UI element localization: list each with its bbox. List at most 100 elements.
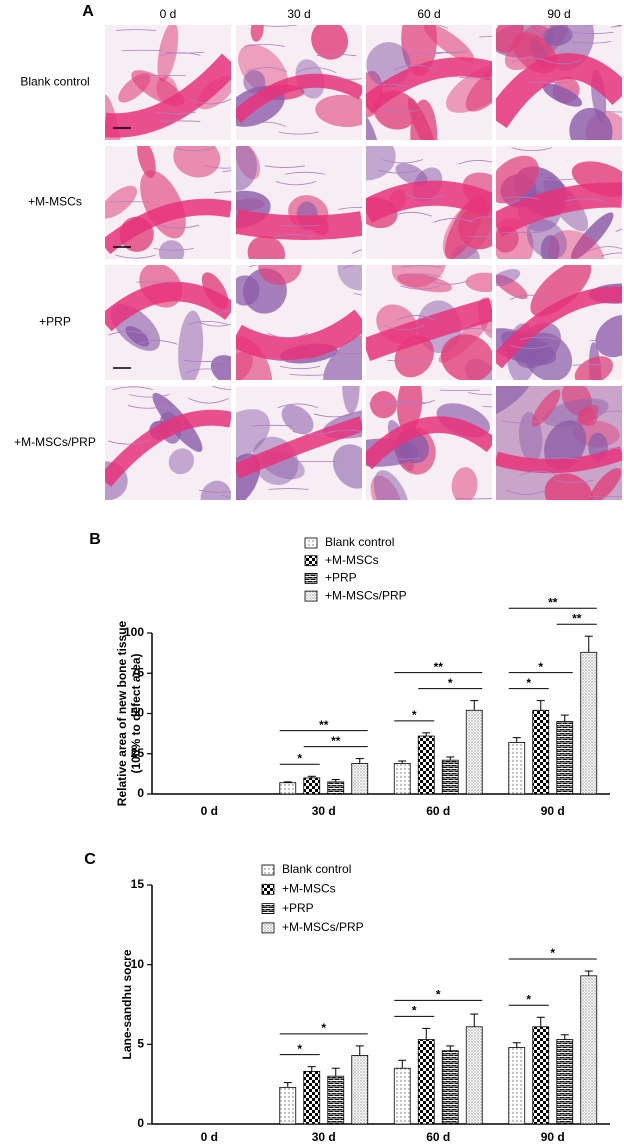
fiber [278,131,319,135]
fiber [468,216,492,222]
significance-label: * [297,1042,302,1056]
fiber [268,488,309,490]
tissue-blob [140,170,186,239]
fiber [506,489,547,495]
histology-image [496,146,622,259]
fiber [395,315,437,321]
tissue-blob [366,111,380,140]
tissue-blob [247,235,286,259]
fiber [612,327,622,329]
tissue-blob [465,65,492,112]
tissue-blob [542,83,583,107]
tissue-blob [370,475,402,500]
bar [303,1071,321,1125]
fiber [267,332,308,339]
significance-label: * [321,1021,326,1035]
image-content [366,265,492,380]
histology-image [496,386,622,500]
tissue-blob [401,25,438,76]
significance-label: ** [434,660,444,674]
significance-label: ** [331,734,341,748]
tissue-blob [236,146,258,191]
fiber [554,479,595,484]
x-tick-label: 60 d [426,1130,450,1144]
tissue-blob [250,25,264,42]
panel-label: C [84,851,96,868]
significance-label: * [526,992,531,1006]
fiber [590,339,622,342]
bar [465,1026,483,1125]
fiber [279,225,320,227]
fiber [129,394,170,398]
fiber [459,77,492,79]
image-content [105,146,231,259]
fiber [246,67,288,72]
bar [465,709,483,795]
histology-image [236,146,362,259]
image-content [496,146,622,259]
y-axis-label: Lane-sandhu socre [120,949,134,1059]
legend-swatch [304,590,318,602]
fiber [518,470,560,477]
fiber [391,211,432,217]
column-label: 90 d [547,7,570,21]
fiber [160,52,201,56]
fiber [127,405,168,409]
bone-band [366,416,492,470]
tissue-blob [451,467,478,500]
bar [508,742,526,795]
fiber [394,399,435,405]
tissue-blob [397,386,423,434]
histology-image [366,25,492,140]
y-axis-label: (100% to defect area) [129,653,143,773]
image-content [236,25,362,140]
image-content [366,146,492,259]
image-content [236,146,362,259]
fiber [338,206,362,210]
fiber [158,224,200,229]
row-label: +M-MSCs [28,195,82,209]
histology-image [366,386,492,500]
image-content [366,386,492,500]
fiber [602,110,622,113]
bar [327,1075,345,1125]
bone-band [496,182,622,237]
fiber [313,413,354,418]
fiber [352,249,362,254]
fiber [509,294,551,300]
fiber [600,252,622,257]
fiber [393,64,435,71]
legend-swatch [304,573,318,584]
fiber [382,159,424,164]
y-tick-label: 0 [137,786,144,800]
fiber [479,35,492,38]
histology-image [496,25,622,140]
fiber [381,108,423,113]
bar [532,1026,550,1125]
column-label: 0 d [160,7,177,21]
bone-band [496,53,622,129]
tissue-blob [523,332,573,380]
fiber [275,181,316,186]
fiber [268,357,309,361]
fiber [289,374,330,376]
fiber [190,99,231,105]
bar [351,763,369,795]
bar [417,1039,435,1125]
tissue-blob [158,240,185,259]
fiber [332,351,362,355]
fiber [519,336,560,340]
bar [351,1055,369,1125]
legend-swatch [261,864,275,876]
histology-image [105,386,231,500]
tissue-blob [561,386,592,416]
significance-label: ** [572,611,582,625]
legend-label: Blank control [282,862,351,876]
significance-label: * [412,1004,417,1018]
tissue-blob [397,273,453,293]
fiber [539,457,580,460]
y-tick-label: 10 [131,957,145,971]
bone-band [105,281,231,332]
histology-image [366,146,492,259]
